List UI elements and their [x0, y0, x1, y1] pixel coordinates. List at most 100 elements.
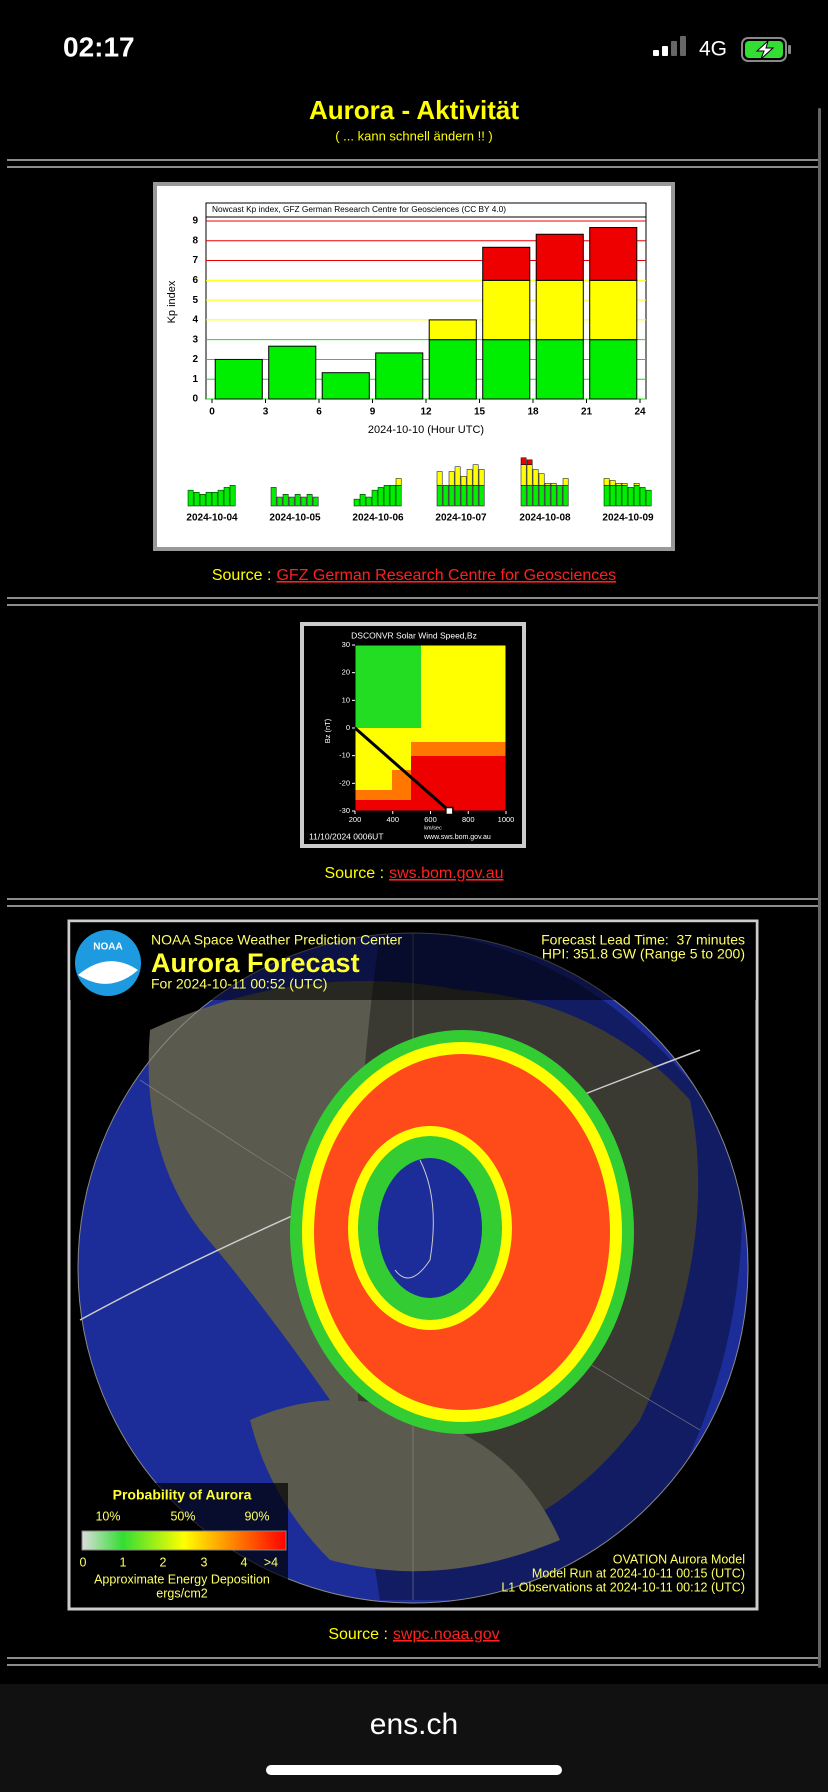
model-run: Model Run at 2024-10-11 00:15 (UTC)	[532, 1566, 745, 1580]
bar-segment	[520, 464, 527, 486]
bar-segment	[544, 485, 551, 507]
mini-bar	[223, 487, 230, 507]
x-tick-label: 24	[634, 407, 646, 418]
mini-bar	[645, 489, 652, 507]
x-tick-label: 600	[424, 815, 437, 824]
bar-segment	[526, 485, 533, 507]
bar-segment	[478, 485, 485, 507]
x-tick-label: 1000	[498, 815, 515, 824]
bar-segment	[448, 485, 455, 507]
bar-segment	[312, 496, 319, 507]
bar-segment	[371, 489, 378, 507]
mini-bar	[199, 494, 206, 507]
bar-segment	[395, 478, 402, 486]
mini-bar	[229, 485, 236, 507]
bar-segment	[532, 485, 539, 507]
bar-segment	[609, 485, 616, 507]
bar-segment	[526, 459, 533, 465]
source-link[interactable]: swpc.noaa.gov	[393, 1626, 500, 1643]
x-tick-label: 800	[462, 815, 475, 824]
y-tick-label: 6	[192, 275, 198, 286]
source-prefix: Source :	[324, 865, 384, 882]
y-tick-label: -20	[339, 778, 350, 787]
x-tick-label: 6	[316, 407, 322, 418]
bar-segment	[294, 494, 301, 507]
bar-segment	[550, 483, 557, 486]
bar-segment	[223, 487, 230, 507]
source-link[interactable]: sws.bom.gov.au	[389, 865, 503, 882]
noaa-logo-text: NOAA	[93, 942, 122, 953]
legend-unit: ergs/cm2	[156, 1586, 207, 1600]
solar-wind-regions	[354, 644, 507, 812]
bar-segment	[306, 494, 313, 507]
bar	[482, 246, 531, 400]
page-subtitle: ( ... kann schnell ändern !! )	[335, 128, 493, 143]
y-tick-label: 1	[192, 374, 198, 385]
mini-bar	[276, 496, 283, 507]
bar-segment	[472, 485, 479, 507]
bar-segment	[603, 478, 610, 486]
bar-segment	[454, 485, 461, 507]
y-tick-label: 2	[192, 354, 198, 365]
bar-segment	[353, 498, 360, 507]
bar-segment	[436, 485, 443, 507]
bar-segment	[395, 485, 402, 507]
bar-segment	[589, 339, 638, 400]
bar	[589, 227, 638, 400]
trend-line	[354, 726, 451, 813]
bar	[268, 345, 317, 400]
y-tick-label: 8	[192, 235, 198, 246]
y-tick-label: -30	[339, 806, 350, 815]
energy-label: 2	[160, 1555, 167, 1569]
url[interactable]: ens.ch	[370, 1708, 458, 1741]
noaa-hpi: HPI: 351.8 GW (Range 5 to 200)	[542, 946, 745, 962]
bar-segment	[535, 233, 584, 281]
source-prefix: Source :	[328, 1626, 388, 1643]
bar-segment	[321, 372, 370, 400]
y-tick-label: 7	[192, 255, 198, 266]
mini-bar	[395, 478, 402, 507]
probability-label: 90%	[244, 1509, 269, 1523]
bar-segment	[589, 227, 638, 281]
day-label: 2024-10-06	[352, 513, 404, 524]
bar-segment	[217, 489, 224, 507]
y-tick-label: 30	[342, 640, 350, 649]
source-link[interactable]: GFZ German Research Centre for Geoscienc…	[276, 567, 616, 584]
mini-bar	[353, 498, 360, 507]
bar-segment	[466, 485, 473, 507]
bar	[535, 233, 584, 400]
bar-segment	[472, 464, 479, 486]
bar-segment	[454, 466, 461, 486]
mini-bar	[193, 491, 200, 507]
y-tick-label: 9	[192, 216, 198, 227]
energy-label: 0	[80, 1555, 87, 1569]
source-line: Source : GFZ German Research Centre for G…	[212, 567, 616, 584]
x-tick-label: 18	[527, 407, 539, 418]
mini-bar	[383, 485, 390, 507]
y-tick-label: -10	[339, 751, 350, 760]
bar-segment	[615, 483, 622, 486]
bar-segment	[389, 485, 396, 507]
bar-segment	[482, 246, 531, 281]
bar-segment	[436, 471, 443, 486]
mini-bar	[300, 496, 307, 507]
signal-icon	[653, 36, 686, 56]
bar-segment	[460, 476, 467, 486]
mini-bar	[371, 489, 378, 507]
mini-bar	[472, 464, 479, 507]
bar-segment	[466, 469, 473, 486]
bar-segment	[550, 485, 557, 507]
noaa-title: Aurora Forecast	[151, 948, 360, 978]
x-tick-label: 21	[581, 407, 593, 418]
y-tick-label: 10	[342, 695, 350, 704]
sw-title: DSCONVR Solar Wind Speed,Bz	[351, 630, 477, 640]
x-tick-label: 12	[420, 407, 432, 418]
mini-bar	[603, 478, 610, 507]
bar-segment	[535, 339, 584, 400]
mini-bar	[217, 489, 224, 507]
mini-bar	[627, 487, 634, 507]
mini-bar	[633, 483, 640, 507]
bar-segment	[627, 487, 634, 507]
y-tick-label: 20	[342, 668, 350, 677]
probability-label: 50%	[170, 1509, 195, 1523]
